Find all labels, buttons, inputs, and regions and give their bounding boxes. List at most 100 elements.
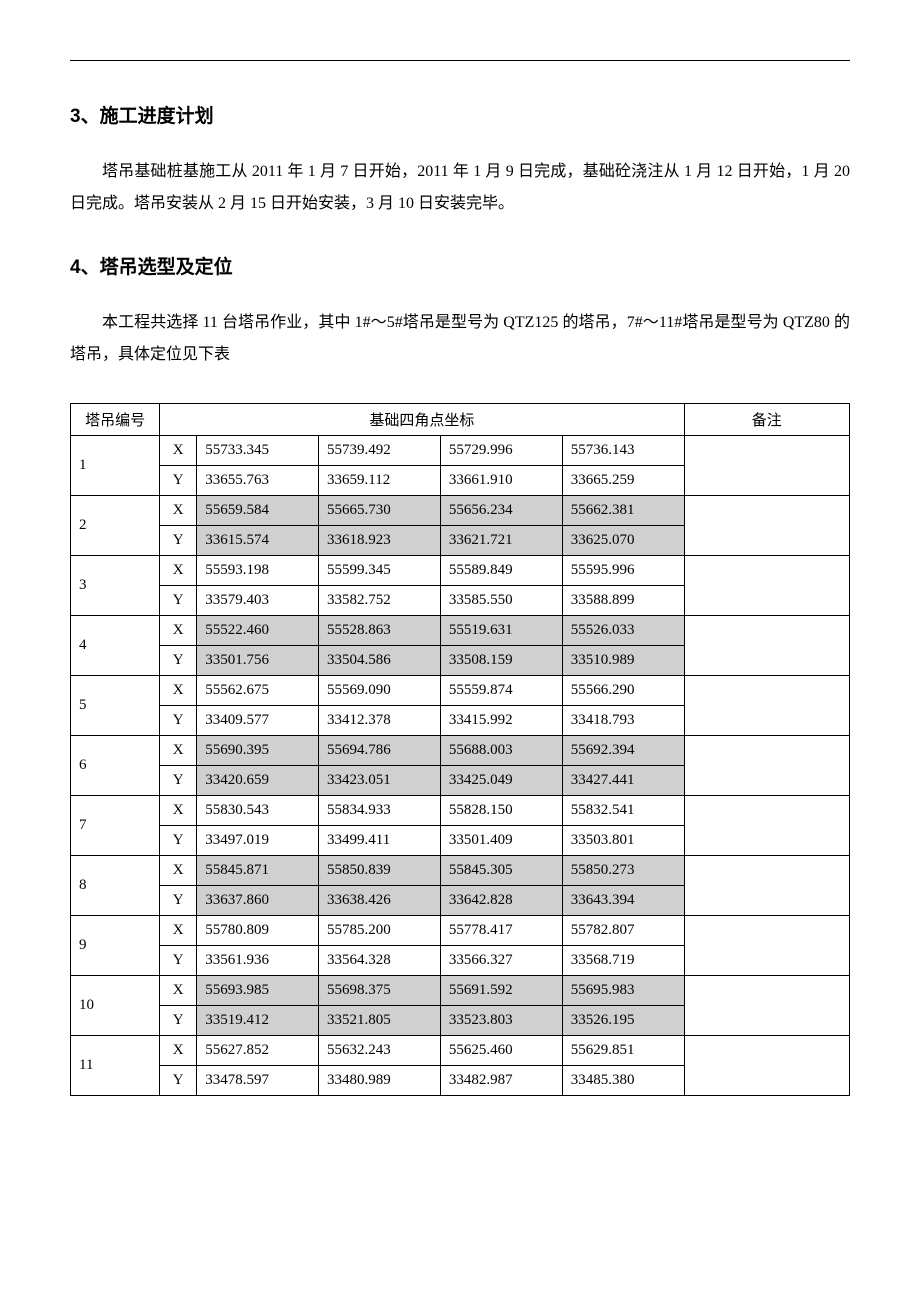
axis-label-x: X: [160, 556, 197, 586]
coord-y-value: 33625.070: [562, 526, 684, 556]
section-4-heading: 4、塔吊选型及定位: [70, 252, 850, 279]
table-row: 8X55845.87155850.83955845.30555850.273: [71, 856, 850, 886]
coord-y-value: 33579.403: [197, 586, 319, 616]
coord-x-value: 55562.675: [197, 676, 319, 706]
coord-y-value: 33427.441: [562, 766, 684, 796]
coord-x-value: 55662.381: [562, 496, 684, 526]
coord-y-value: 33561.936: [197, 946, 319, 976]
row-id: 4: [71, 616, 160, 676]
coord-y-value: 33415.992: [440, 706, 562, 736]
row-id: 2: [71, 496, 160, 556]
axis-label-x: X: [160, 916, 197, 946]
coord-y-value: 33412.378: [319, 706, 441, 736]
coord-x-value: 55733.345: [197, 436, 319, 466]
coord-x-value: 55739.492: [319, 436, 441, 466]
coord-x-value: 55850.839: [319, 856, 441, 886]
coord-x-value: 55695.983: [562, 976, 684, 1006]
axis-label-y: Y: [160, 466, 197, 496]
coord-x-value: 55593.198: [197, 556, 319, 586]
coord-y-value: 33501.409: [440, 826, 562, 856]
coord-y-value: 33497.019: [197, 826, 319, 856]
coord-x-value: 55850.273: [562, 856, 684, 886]
row-note: [684, 796, 849, 856]
table-header-row: 塔吊编号基础四角点坐标备注: [71, 404, 850, 436]
coord-y-value: 33523.803: [440, 1006, 562, 1036]
coord-x-value: 55691.592: [440, 976, 562, 1006]
coord-x-value: 55694.786: [319, 736, 441, 766]
coord-x-value: 55625.460: [440, 1036, 562, 1066]
axis-label-y: Y: [160, 706, 197, 736]
coord-x-value: 55845.871: [197, 856, 319, 886]
header-id: 塔吊编号: [71, 404, 160, 436]
coord-x-value: 55519.631: [440, 616, 562, 646]
coord-x-value: 55693.985: [197, 976, 319, 1006]
row-id: 8: [71, 856, 160, 916]
coord-y-value: 33425.049: [440, 766, 562, 796]
coord-x-value: 55595.996: [562, 556, 684, 586]
axis-label-y: Y: [160, 946, 197, 976]
coord-x-value: 55780.809: [197, 916, 319, 946]
axis-label-y: Y: [160, 1006, 197, 1036]
coord-x-value: 55659.584: [197, 496, 319, 526]
coord-y-value: 33409.577: [197, 706, 319, 736]
coord-y-value: 33588.899: [562, 586, 684, 616]
coord-y-value: 33615.574: [197, 526, 319, 556]
coord-y-value: 33423.051: [319, 766, 441, 796]
coord-x-value: 55782.807: [562, 916, 684, 946]
axis-label-x: X: [160, 976, 197, 1006]
coord-y-value: 33485.380: [562, 1066, 684, 1096]
row-note: [684, 736, 849, 796]
axis-label-y: Y: [160, 1066, 197, 1096]
table-row: 4X55522.46055528.86355519.63155526.033: [71, 616, 850, 646]
table-row: 5X55562.67555569.09055559.87455566.290: [71, 676, 850, 706]
coord-y-value: 33585.550: [440, 586, 562, 616]
coord-x-value: 55830.543: [197, 796, 319, 826]
coord-y-value: 33582.752: [319, 586, 441, 616]
row-id: 1: [71, 436, 160, 496]
table-row: 3X55593.19855599.34555589.84955595.996: [71, 556, 850, 586]
coord-x-value: 55629.851: [562, 1036, 684, 1066]
coord-x-value: 55559.874: [440, 676, 562, 706]
row-note: [684, 556, 849, 616]
coordinates-table: 塔吊编号基础四角点坐标备注1 X 55733.34555739.49255729.9…: [70, 403, 850, 1096]
axis-label-y: Y: [160, 826, 197, 856]
coord-y-value: 33564.328: [319, 946, 441, 976]
row-note: [684, 856, 849, 916]
coord-y-value: 33418.793: [562, 706, 684, 736]
section-4-paragraph: 本工程共选择 11 台塔吊作业，其中 1#～5#塔吊是型号为 QTZ125 的塔…: [70, 307, 850, 371]
table-row: 10X55693.98555698.37555691.59255695.983: [71, 976, 850, 1006]
coord-x-value: 55569.090: [319, 676, 441, 706]
coord-y-value: 33478.597: [197, 1066, 319, 1096]
axis-label-x: X: [160, 796, 197, 826]
coord-x-value: 55828.150: [440, 796, 562, 826]
coord-y-value: 33521.805: [319, 1006, 441, 1036]
coord-x-value: 55589.849: [440, 556, 562, 586]
coord-x-value: 55834.933: [319, 796, 441, 826]
coord-y-value: 33504.586: [319, 646, 441, 676]
coord-y-value: 33508.159: [440, 646, 562, 676]
coord-y-value: 33501.756: [197, 646, 319, 676]
axis-label-x: X: [160, 676, 197, 706]
row-note: [684, 676, 849, 736]
coord-y-value: 33510.989: [562, 646, 684, 676]
coord-y-value: 33637.860: [197, 886, 319, 916]
row-note: [684, 436, 849, 496]
row-id: 6: [71, 736, 160, 796]
row-note: [684, 916, 849, 976]
row-id: 11: [71, 1036, 160, 1096]
coord-x-value: 55599.345: [319, 556, 441, 586]
coord-y-value: 33482.987: [440, 1066, 562, 1096]
coord-x-value: 55832.541: [562, 796, 684, 826]
row-note: [684, 1036, 849, 1096]
axis-label-y: Y: [160, 586, 197, 616]
coord-x-value: 55656.234: [440, 496, 562, 526]
coord-x-value: 55566.290: [562, 676, 684, 706]
row-id: 10: [71, 976, 160, 1036]
coord-y-value: 33642.828: [440, 886, 562, 916]
coord-x-value: 55729.996: [440, 436, 562, 466]
table-row: 7X55830.54355834.93355828.15055832.541: [71, 796, 850, 826]
table-row: 6X55690.39555694.78655688.00355692.394: [71, 736, 850, 766]
axis-label-y: Y: [160, 766, 197, 796]
coord-y-value: 33568.719: [562, 946, 684, 976]
coord-y-value: 33665.259: [562, 466, 684, 496]
